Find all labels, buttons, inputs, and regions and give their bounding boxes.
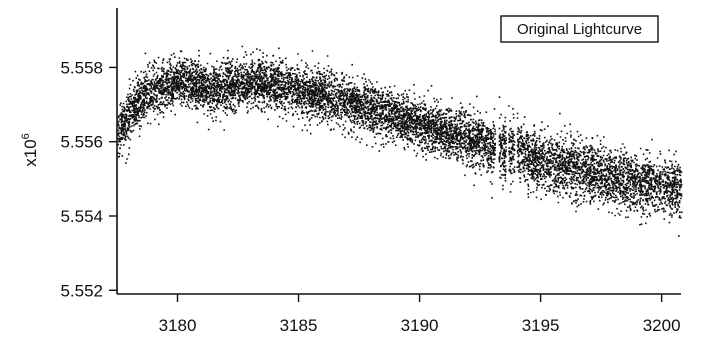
axes [116,8,681,295]
x-tick-label: 3190 [401,316,439,335]
y-multiplier-exponent: 6 [20,133,32,139]
legend-entry-original-lightcurve: Original Lightcurve [517,21,642,38]
x-tick-label: 3195 [522,316,560,335]
x-tick-label: 3200 [643,316,681,335]
y-tick-label: 5.558 [60,58,103,77]
legend: Original Lightcurve [500,15,659,43]
x-tick-label: 3180 [159,316,197,335]
legend-box [500,15,659,43]
y-tick-label: 5.554 [60,207,103,226]
x-ticks: 3180 3185 3190 3195 3200 [159,294,681,335]
x-tick-label: 3185 [280,316,318,335]
y-multiplier-base: x10 [21,139,40,166]
data-point-cloud [117,45,683,237]
y-ticks: 5.552 5.554 5.556 5.558 [60,58,117,300]
data-points [117,45,683,237]
y-multiplier-label: x106 [20,133,40,167]
svg-text:x106: x106 [20,133,40,167]
y-tick-label: 5.552 [60,281,103,300]
y-tick-label: 5.556 [60,133,103,152]
